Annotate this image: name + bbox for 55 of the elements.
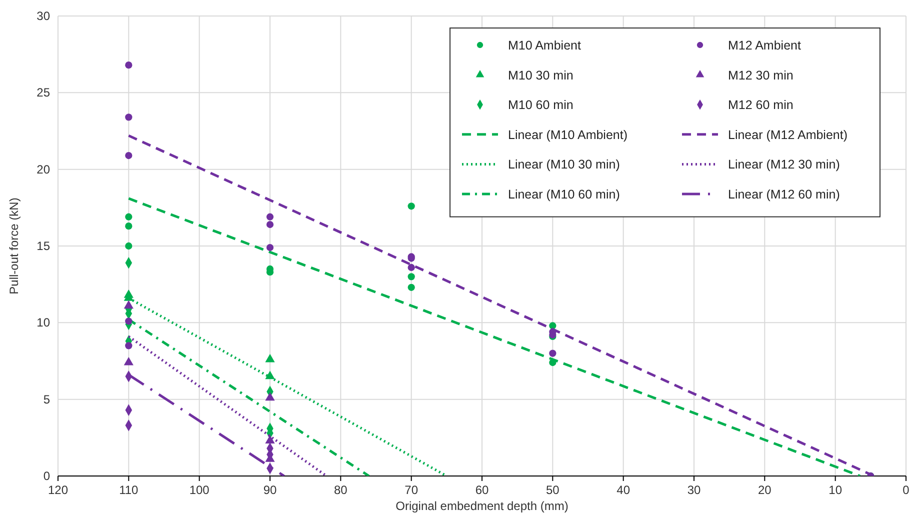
x-tick-label: 100 [189, 483, 210, 497]
y-tick-label: 30 [36, 9, 50, 23]
point [125, 152, 132, 160]
point [266, 220, 274, 228]
y-tick-label: 25 [36, 86, 50, 100]
x-tick-label: 0 [902, 483, 910, 497]
x-tick-label: 120 [48, 483, 68, 497]
point [549, 350, 556, 357]
x-tick-label: 90 [263, 483, 277, 497]
x-tick-label: 70 [404, 483, 418, 497]
legend-label: M10 60 min [508, 98, 574, 112]
y-tick-label: 10 [36, 316, 50, 330]
legend-label: M10 30 min [508, 68, 574, 82]
x-tick-label: 40 [616, 483, 630, 497]
legend-label: Linear (M12 Ambient) [728, 128, 848, 142]
y-axis-title: Pull-out force (kN) [7, 198, 21, 294]
x-tick-label: 110 [119, 483, 139, 497]
legend-label: M12 30 min [728, 68, 794, 82]
legend-label: M10 Ambient [508, 38, 582, 52]
point [125, 213, 132, 220]
point [125, 242, 132, 250]
point [266, 213, 274, 220]
point [266, 244, 274, 252]
legend-label: Linear (M10 60 min) [508, 188, 620, 202]
point [125, 114, 132, 121]
x-tick-label: 30 [687, 483, 701, 497]
y-tick-label: 15 [36, 239, 50, 253]
legend-label: Linear (M12 30 min) [728, 158, 840, 172]
x-tick-label: 80 [334, 483, 348, 497]
point [265, 354, 275, 362]
point [125, 62, 132, 69]
point [125, 222, 132, 230]
y-tick-label: 0 [43, 469, 50, 483]
y-tick-label: 20 [36, 162, 50, 176]
legend-label: Linear (M12 60 min) [728, 188, 840, 202]
y-tick-label: 5 [43, 392, 50, 406]
x-tick-label: 50 [546, 483, 560, 497]
x-axis-title: Original embedment depth (mm) [396, 499, 568, 513]
point [408, 264, 415, 272]
point [125, 342, 132, 350]
point [125, 318, 132, 325]
x-tick-label: 10 [828, 483, 842, 497]
x-tick-label: 60 [475, 483, 489, 497]
point [124, 300, 134, 309]
legend-label: M12 60 min [728, 98, 794, 112]
point [265, 435, 275, 444]
legend-label: M12 Ambient [728, 38, 802, 52]
legend-label: Linear (M10 30 min) [508, 158, 620, 172]
x-tick-label: 20 [758, 483, 772, 497]
point [124, 356, 134, 366]
legend-label: Linear (M10 Ambient) [508, 128, 628, 142]
point [265, 392, 275, 401]
point [408, 284, 415, 291]
point [408, 202, 415, 210]
point [408, 273, 415, 280]
